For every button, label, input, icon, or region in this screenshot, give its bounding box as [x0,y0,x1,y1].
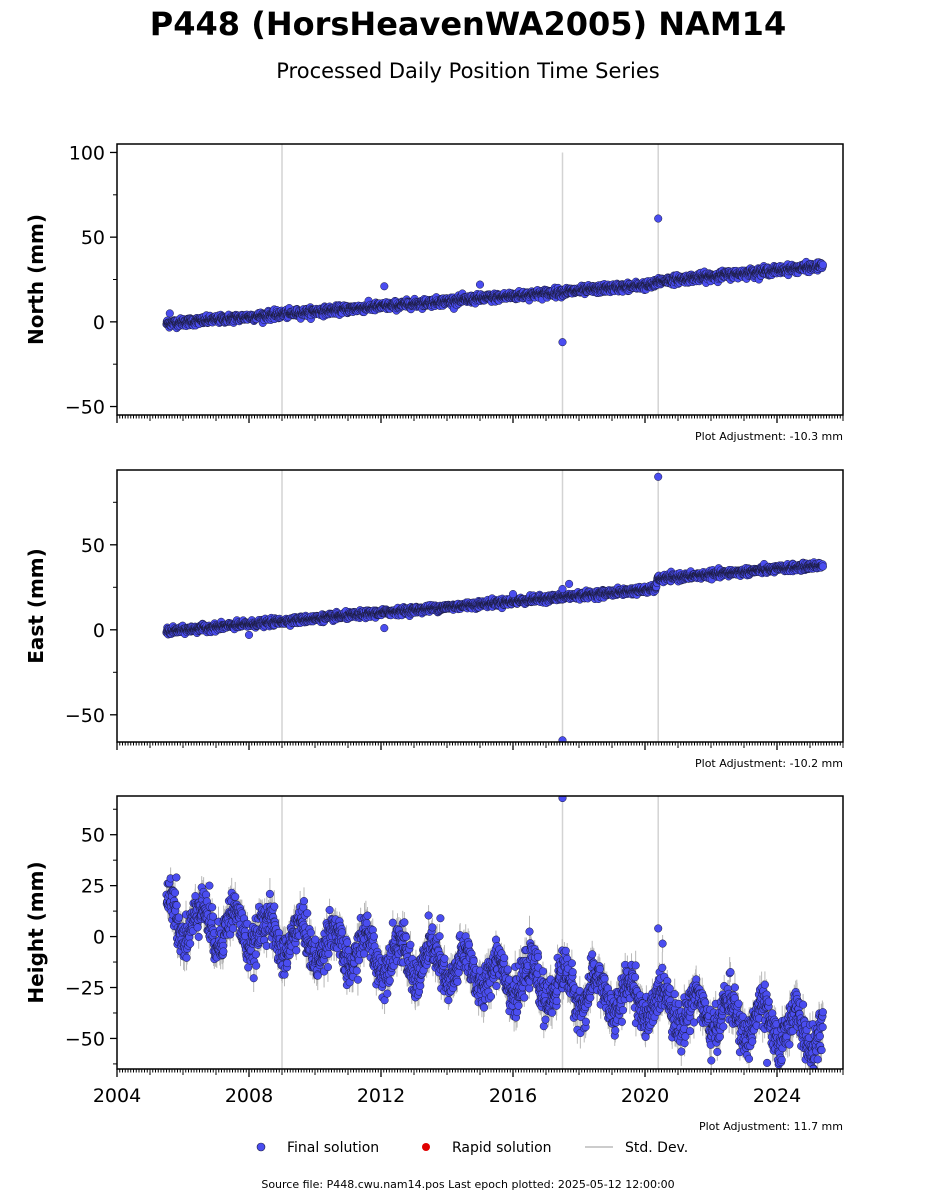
y-tick-label: 100 [69,142,105,164]
chart-title: P448 (HorsHeavenWA2005) NAM14 [150,5,786,43]
outlier-point [475,280,485,289]
y-axis-label: North (mm) [24,214,48,345]
outlier-point [558,338,567,347]
plot-adjustment-note: Plot Adjustment: -10.3 mm [695,430,843,443]
y-tick-label: 50 [81,227,105,249]
final-solution-points [162,472,827,742]
plot-area [162,144,827,415]
final-solution-points [162,214,827,347]
y-tick-label: 0 [93,312,105,334]
plot-area [162,470,827,742]
outlier-point [654,214,663,223]
outlier-point [380,282,389,291]
panels: −50 0 50 100 North (mm) Plot Adjustment: -10.… [24,142,844,1133]
outlier-point [165,309,174,318]
panel-1: −50 0 50 100 North (mm) Plot Adjustment: -10.… [24,142,844,443]
chart-subtitle: Processed Daily Position Time Series [276,59,660,83]
final-point [818,260,827,269]
y-tick-label: −50 [65,397,105,419]
